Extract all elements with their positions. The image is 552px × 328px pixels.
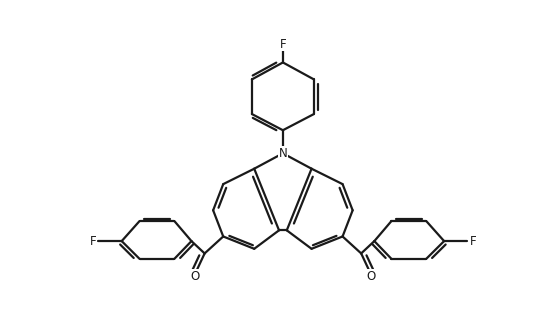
Text: F: F	[89, 235, 96, 248]
Text: N: N	[279, 147, 287, 160]
Text: O: O	[190, 270, 199, 283]
Text: F: F	[470, 235, 476, 248]
Text: F: F	[279, 38, 286, 51]
Text: O: O	[367, 270, 376, 283]
